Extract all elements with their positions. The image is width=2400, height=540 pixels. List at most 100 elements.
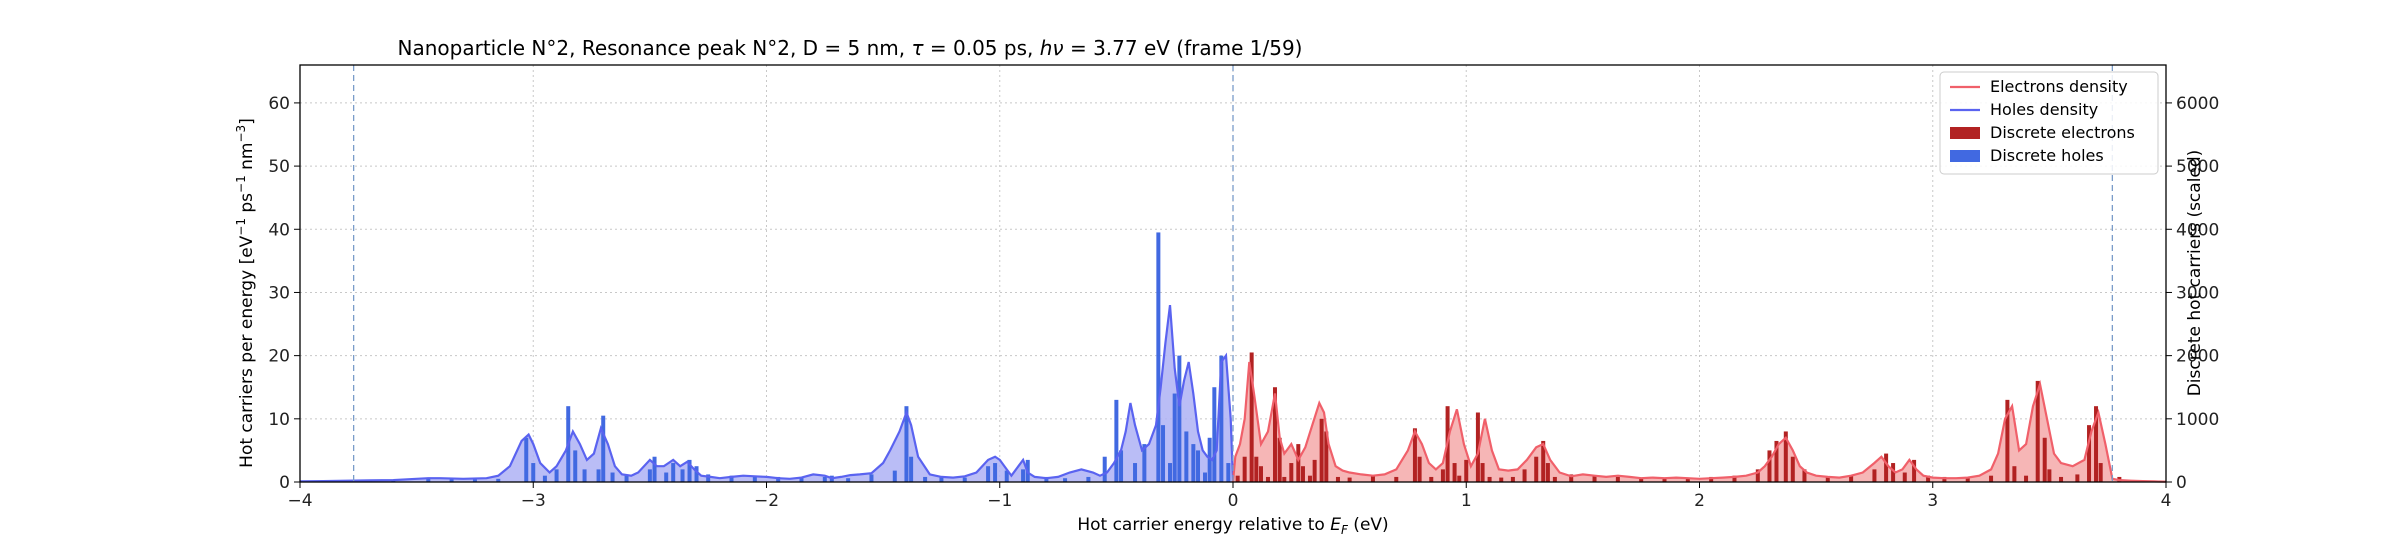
- discrete-electron-bar: [1592, 475, 1597, 482]
- discrete-hole-bar: [1063, 478, 1068, 482]
- y-tick-label: 40: [268, 220, 290, 240]
- discrete-electron-bar: [2059, 476, 2064, 482]
- discrete-hole-bar: [706, 474, 711, 482]
- x-tick-label: 0: [1228, 491, 1239, 511]
- discrete-electron-bar: [1335, 476, 1340, 482]
- discrete-hole-bar: [923, 476, 928, 482]
- discrete-electron-bar: [1412, 428, 1417, 482]
- discrete-hole-bar: [1207, 437, 1212, 482]
- discrete-hole-bar: [582, 469, 587, 482]
- y-tick-label: 50: [268, 157, 290, 177]
- discrete-electron-bar: [1440, 469, 1445, 482]
- discrete-electron-bar: [1452, 463, 1457, 482]
- discrete-electron-bar: [1249, 352, 1254, 482]
- discrete-electron-bar: [1254, 456, 1259, 482]
- y2-tick-label: 4000: [2176, 220, 2219, 240]
- discrete-electron-bar: [2094, 406, 2099, 482]
- discrete-electron-bar: [2024, 475, 2029, 482]
- discrete-electron-bar: [1312, 459, 1317, 482]
- discrete-electron-bar: [2035, 380, 2040, 482]
- holes-density-line: [299, 304, 1235, 483]
- discrete-electron-bar: [1300, 466, 1305, 482]
- discrete-electron-bar: [1277, 437, 1282, 482]
- discrete-electron-bar: [2075, 474, 2080, 482]
- discrete-hole-bar: [904, 406, 909, 482]
- discrete-electron-bar: [1319, 418, 1324, 482]
- discrete-hole-bar: [1196, 450, 1201, 482]
- discrete-hole-bar: [671, 463, 676, 482]
- discrete-hole-bar: [542, 475, 547, 482]
- discrete-electron-bar: [1499, 477, 1504, 482]
- discrete-hole-bar: [909, 456, 914, 482]
- discrete-electron-bar: [1774, 440, 1779, 482]
- discrete-hole-bar: [531, 463, 536, 482]
- discrete-electron-bar: [1802, 469, 1807, 482]
- y-tick-label: 10: [268, 410, 290, 430]
- discrete-hole-bar: [939, 477, 944, 482]
- discrete-electron-bar: [1639, 477, 1644, 482]
- discrete-hole-bar: [652, 456, 657, 482]
- discrete-hole-bar: [1102, 456, 1107, 482]
- y2-axis-label: Discrete hot carriers (scaled): [2185, 150, 2205, 397]
- y2-tick-label: 0: [2176, 473, 2187, 493]
- discrete-electron-bar: [1324, 431, 1329, 482]
- discrete-hole-bar: [1212, 387, 1217, 482]
- discrete-hole-bar: [1133, 463, 1138, 482]
- x-tick-label: −4: [287, 491, 312, 511]
- discrete-hole-bar: [1172, 393, 1177, 482]
- discrete-electron-bar: [1989, 475, 1994, 482]
- discrete-hole-bar: [799, 476, 804, 482]
- discrete-hole-bar: [1004, 470, 1009, 482]
- x-tick-label: 3: [1927, 491, 1938, 511]
- legend-entry-label: Discrete holes: [1990, 146, 2104, 165]
- discrete-hole-bar: [687, 459, 692, 482]
- legend-patch-swatch: [1950, 150, 1980, 162]
- discrete-electron-bar: [1272, 387, 1277, 482]
- discrete-hole-bar: [729, 475, 734, 482]
- discrete-electron-bar: [1884, 453, 1889, 482]
- discrete-hole-bar: [596, 469, 601, 482]
- discrete-electron-bar: [2047, 469, 2052, 482]
- discrete-electron-bar: [2098, 463, 2103, 482]
- y-axis-label: Hot carriers per energy [eV−1 ps−1 nm−3]: [234, 118, 257, 468]
- discrete-electron-bar: [1480, 463, 1485, 482]
- discrete-electron-bar: [1394, 476, 1399, 482]
- discrete-electron-bar: [1891, 463, 1896, 482]
- y-tick-label: 60: [268, 94, 290, 114]
- discrete-hole-bar: [846, 478, 851, 482]
- discrete-electron-bar: [1429, 476, 1434, 482]
- discrete-electron-bar: [1541, 440, 1546, 482]
- y-tick-label: 20: [268, 347, 290, 367]
- discrete-electron-bar: [1289, 463, 1294, 482]
- discrete-hole-bar: [1086, 476, 1091, 482]
- legend-patch-swatch: [1950, 127, 1980, 139]
- discrete-electron-bar: [1569, 474, 1574, 482]
- discrete-hole-bar: [647, 469, 652, 482]
- discrete-hole-bar: [1184, 431, 1189, 482]
- discrete-hole-bar: [1114, 399, 1119, 482]
- discrete-electron-bar: [1552, 476, 1557, 482]
- discrete-electron-bar: [1464, 459, 1469, 482]
- discrete-electron-bar: [1902, 472, 1907, 482]
- discrete-electron-bar: [1475, 412, 1480, 482]
- discrete-hole-bar: [822, 476, 827, 482]
- discrete-hole-bar: [610, 472, 615, 482]
- discrete-electron-bar: [1709, 476, 1714, 482]
- discrete-electron-bar: [1783, 431, 1788, 482]
- chart-title: Nanoparticle N°2, Resonance peak N°2, D …: [398, 36, 1303, 60]
- discrete-hole-bar: [601, 415, 606, 482]
- discrete-electron-bar: [1732, 475, 1737, 482]
- plot-background: [300, 65, 2166, 482]
- discrete-electron-bar: [1912, 459, 1917, 482]
- discrete-electron-bar: [1965, 478, 1970, 482]
- x-tick-label: 1: [1461, 491, 1472, 511]
- discrete-hole-bar: [1219, 355, 1224, 482]
- discrete-hole-bar: [664, 472, 669, 482]
- plot-area: −4 −3 −2 −1 0 1 2 3 4010203040506001000200030004…: [268, 64, 2219, 511]
- y2-tick-label: 2000: [2176, 347, 2219, 367]
- discrete-hole-bar: [1203, 472, 1208, 482]
- discrete-hole-bar: [1021, 469, 1026, 482]
- discrete-electron-bar: [1487, 476, 1492, 482]
- discrete-hole-bar: [869, 474, 874, 482]
